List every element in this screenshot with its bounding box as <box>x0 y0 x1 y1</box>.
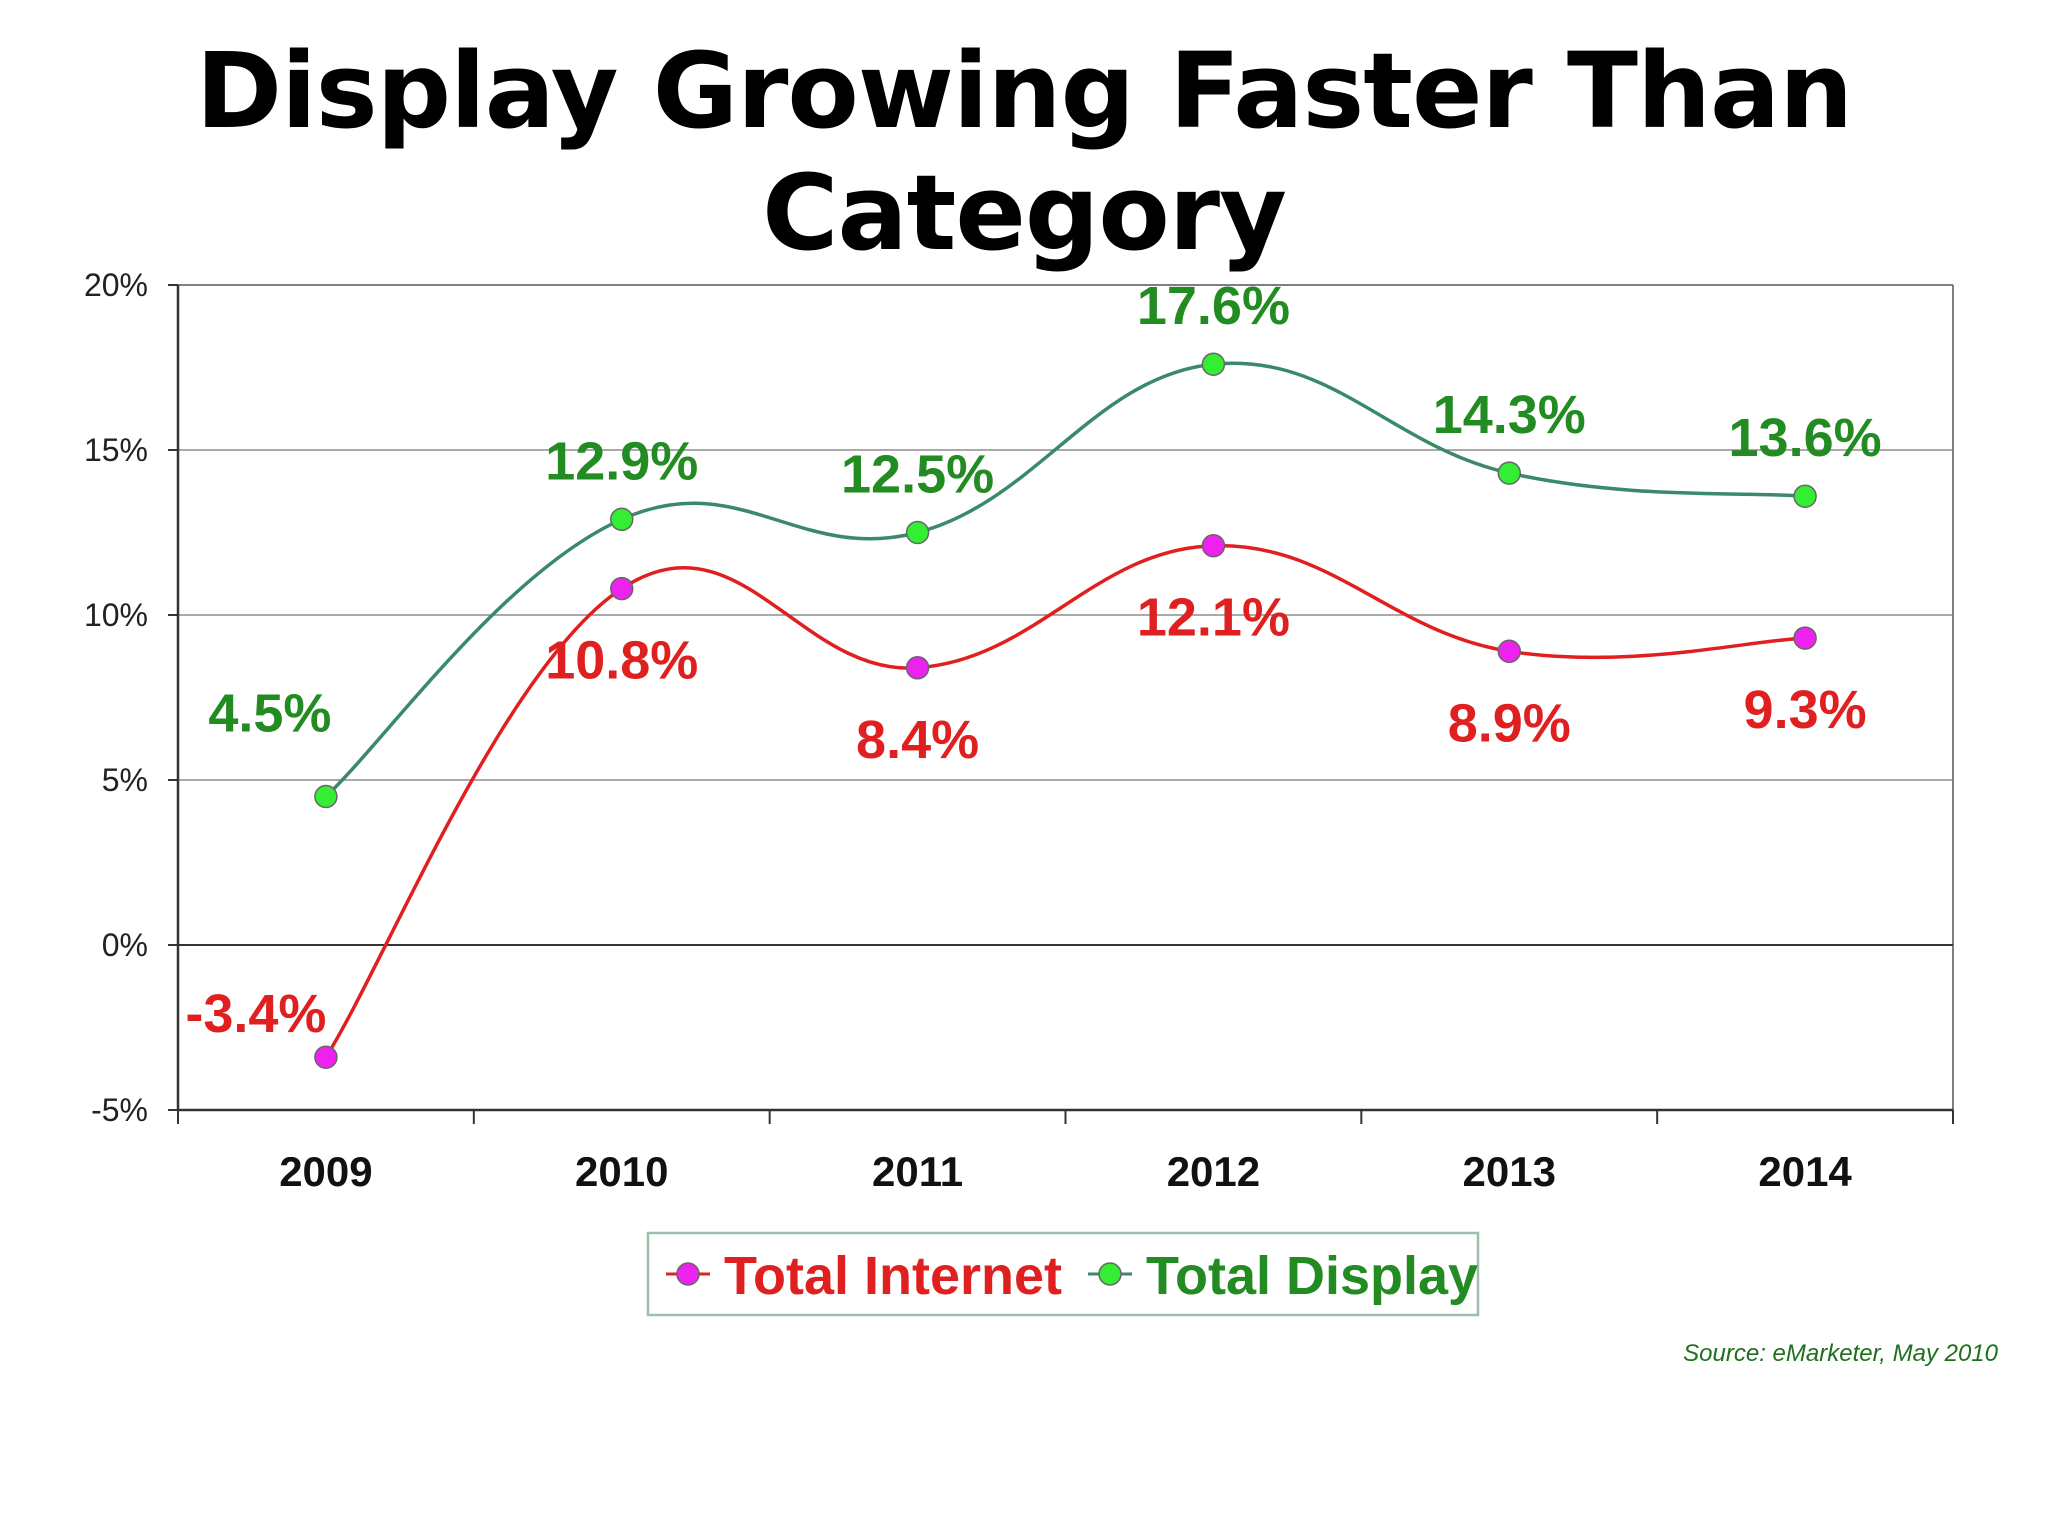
total-display-data-label: 4.5% <box>208 684 331 744</box>
total-display-point <box>1201 352 1226 376</box>
total-internet-data-label: 8.4% <box>856 710 979 770</box>
total-internet-point <box>314 1045 338 1069</box>
total-display-data-label: 13.6% <box>1729 408 1882 468</box>
x-tick-label: 2010 <box>575 1148 668 1195</box>
y-tick-label: -5% <box>91 1092 148 1128</box>
total-display-data-label: 17.6% <box>1137 276 1290 336</box>
x-tick-label: 2011 <box>872 1148 963 1195</box>
y-tick-label: 10% <box>84 597 148 633</box>
total-internet-legend-label: Total Internet <box>724 1246 1062 1306</box>
y-tick-label: 15% <box>84 432 148 468</box>
total-internet-legend-marker <box>676 1262 700 1286</box>
total-display-point <box>314 784 338 809</box>
total-display-line <box>324 361 1806 798</box>
total-internet-data-label: 12.1% <box>1137 588 1290 648</box>
total-display-point <box>1793 484 1817 508</box>
total-display-point <box>610 507 634 532</box>
total-internet-line <box>324 543 1806 1059</box>
total-internet-data-label: 10.8% <box>545 631 698 691</box>
total-internet-point <box>1793 626 1817 650</box>
y-tick-label: 0% <box>102 927 148 963</box>
source-note: Source: eMarketer, May 2010 <box>1683 1340 1998 1367</box>
total-internet-data-label: 8.9% <box>1448 693 1571 753</box>
x-tick-label: 2009 <box>279 1148 372 1195</box>
total-internet-point <box>1201 533 1226 558</box>
total-display-legend-label: Total Display <box>1146 1246 1478 1306</box>
total-display-point <box>1497 461 1521 485</box>
total-display-point <box>905 520 930 545</box>
y-tick-label: 5% <box>102 762 148 798</box>
total-internet-point <box>1497 639 1521 664</box>
legend-box <box>646 1231 1480 1317</box>
total-internet-point <box>610 576 634 601</box>
total-display-legend-marker <box>1098 1262 1122 1286</box>
total-internet-point <box>905 656 930 680</box>
total-display-data-label: 14.3% <box>1433 385 1586 445</box>
y-tick-label: 20% <box>84 267 148 303</box>
total-internet-data-label: -3.4% <box>185 984 326 1044</box>
total-display-data-label: 12.5% <box>841 445 994 505</box>
x-tick-label: 2013 <box>1463 1148 1556 1195</box>
slide-title: Display Growing Faster Than Category <box>195 30 1853 274</box>
x-tick-label: 2012 <box>1167 1148 1260 1195</box>
total-internet-data-label: 9.3% <box>1744 680 1867 740</box>
total-display-data-label: 12.9% <box>545 431 698 491</box>
x-tick-label: 2014 <box>1758 1148 1852 1195</box>
